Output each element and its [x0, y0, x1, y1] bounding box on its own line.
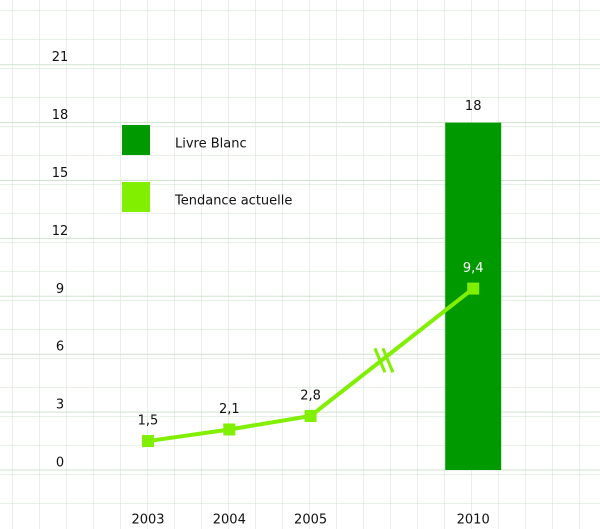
legend-swatch	[122, 125, 150, 155]
axis-break	[381, 347, 395, 373]
axis-break	[373, 347, 387, 373]
trend-line	[147, 287, 475, 444]
y-tick-label: 0	[56, 456, 64, 471]
y-tick-label: 12	[52, 224, 69, 239]
point-value-label: 1,5	[138, 414, 159, 429]
trend-point	[142, 435, 154, 448]
point-value-label: 2,1	[219, 402, 240, 417]
legend-label: Livre Blanc	[175, 137, 247, 152]
y-tick-label: 9	[56, 282, 64, 297]
trend-point	[467, 282, 480, 295]
y-tick-label: 6	[56, 340, 64, 355]
x-tick-label: 2010	[457, 513, 490, 528]
y-tick-label: 15	[52, 166, 69, 181]
x-tick-label: 2004	[213, 513, 246, 528]
y-tick-label: 3	[56, 398, 64, 413]
trend-point	[223, 423, 236, 436]
y-tick-label: 18	[52, 108, 69, 123]
point-value-label: 9,4	[463, 261, 484, 276]
y-tick-label: 21	[52, 50, 69, 65]
legend-swatch	[122, 182, 150, 212]
trend-point	[304, 409, 317, 422]
x-tick-label: 2003	[131, 513, 164, 528]
bar-value-label: 18	[465, 99, 482, 114]
point-value-label: 2,8	[300, 388, 321, 403]
bar	[445, 122, 502, 470]
legend-label: Tendance actuelle	[174, 194, 292, 209]
x-tick-label: 2005	[294, 513, 327, 528]
